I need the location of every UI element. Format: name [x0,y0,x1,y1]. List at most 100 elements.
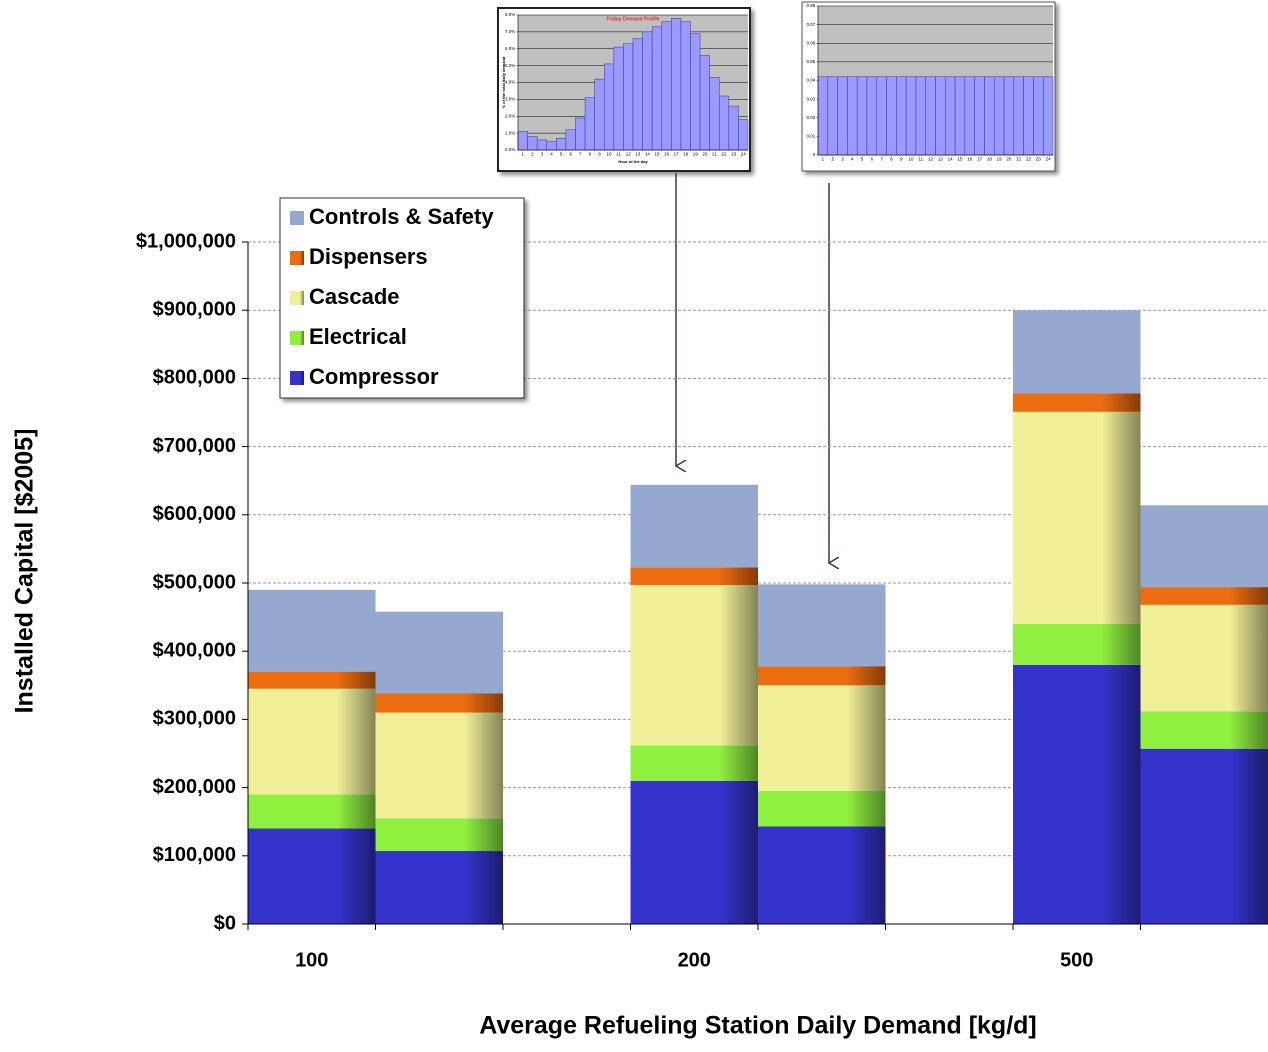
x-tick-label: 12 [928,157,934,162]
x-tick-label: 17 [674,152,680,157]
y-tick-label: 0.01 [807,134,816,139]
bar-segment [375,611,503,694]
x-tick-label: 22 [722,152,728,157]
x-axis-label: Average Refueling Station Daily Demand [… [479,1012,1037,1040]
x-tick-label: 17 [977,157,983,162]
y-tick-label: 6.0% [505,46,515,51]
bar [699,55,710,151]
legend-label: Controls & Safety [309,204,494,229]
x-tick-label: 10 [909,157,915,162]
bar [623,43,634,151]
y-tick-label: 0.05 [807,59,816,64]
bar [709,77,720,151]
bar-shade [1013,393,1141,412]
legend-swatch [290,211,304,225]
bar-shade [1013,623,1141,665]
legend-box [279,197,525,399]
bar [1033,76,1044,156]
x-tick-label: 16 [967,157,973,162]
y-tick-label: $400,000 [153,639,236,661]
bar [984,76,995,156]
x-tick-label: 11 [616,152,621,157]
bar-segment [1140,505,1268,588]
x-tick-label: 7 [579,152,582,157]
bar-segment [248,589,376,672]
bar [604,63,615,151]
bar [974,76,985,156]
x-tick-label: 6 [871,157,874,162]
bar [876,76,887,156]
bar-shade [375,693,503,713]
bar [866,76,877,156]
bar [964,76,975,156]
bar [954,76,966,156]
bar [671,18,682,151]
bar-shade [375,818,503,852]
bar [642,31,653,151]
bar [719,95,730,151]
x-tick-label: 4 [851,157,854,162]
legend-label: Dispensers [309,244,428,269]
bar [632,38,643,151]
y-tick-label: 5.0% [505,63,515,68]
x-tick-label: 18 [987,157,993,162]
bar-shade [1140,711,1268,749]
x-tick-label: 15 [957,157,963,162]
x-tick-label: 9 [598,152,601,157]
y-tick-label: $700,000 [153,435,236,457]
x-tick-label: 22 [1026,157,1032,162]
y-tick-label: 0.03 [807,96,816,101]
x-axis-label: Hour of the day [618,159,648,164]
bar [925,76,936,156]
bar-shade [248,828,376,924]
bar [584,97,595,151]
x-tick-label: 19 [997,157,1003,162]
bar-shade [758,791,886,827]
x-tick-label: 2 [831,157,834,162]
bar-segment [1013,310,1141,394]
bar-shade [1013,664,1141,924]
x-tick-label: 100 [295,949,328,971]
y-tick-label: $100,000 [153,844,236,866]
y-axis-label: % of the total daily demand [501,56,506,108]
x-tick-label: 5 [560,152,563,157]
bar [827,76,838,156]
bar-segment [758,584,886,667]
bar-segment [630,484,758,568]
legend-swatch-shade [290,251,304,265]
bar [1023,76,1034,156]
x-tick-label: 11 [918,157,923,162]
x-tick-label: 24 [1046,157,1052,162]
y-tick-label: 1.0% [505,130,515,135]
x-tick-label: 2 [531,152,534,157]
bar [613,46,624,151]
y-tick-label: $0 [214,912,236,934]
y-tick-label: $200,000 [153,776,236,798]
x-tick-label: 7 [880,157,883,162]
bar-shade [1140,748,1268,924]
y-tick-label: 0.07 [807,22,816,27]
bar-shade [758,666,886,686]
bar [896,76,907,156]
x-tick-label: 10 [607,152,613,157]
bar [945,76,956,156]
y-tick-label: 7.0% [505,29,515,34]
bar [905,76,917,156]
x-tick-label: 200 [678,949,711,971]
y-tick-label: 4.0% [505,80,515,85]
x-tick-label: 9 [900,157,903,162]
bar [517,131,528,151]
y-tick-label: 3.0% [505,97,515,102]
bar [661,21,672,151]
x-tick-label: 20 [702,152,708,157]
y-tick-label: $1,000,000 [136,230,236,252]
legend-label: Compressor [309,364,439,389]
x-tick-label: 13 [938,157,944,162]
y-tick-label: 0.04 [807,78,816,83]
x-tick-label: 8 [890,157,893,162]
bar-shade [630,585,758,746]
x-tick-label: 16 [664,152,670,157]
x-tick-label: 23 [731,152,737,157]
x-tick-label: 14 [645,152,651,157]
x-tick-label: 3 [541,152,544,157]
